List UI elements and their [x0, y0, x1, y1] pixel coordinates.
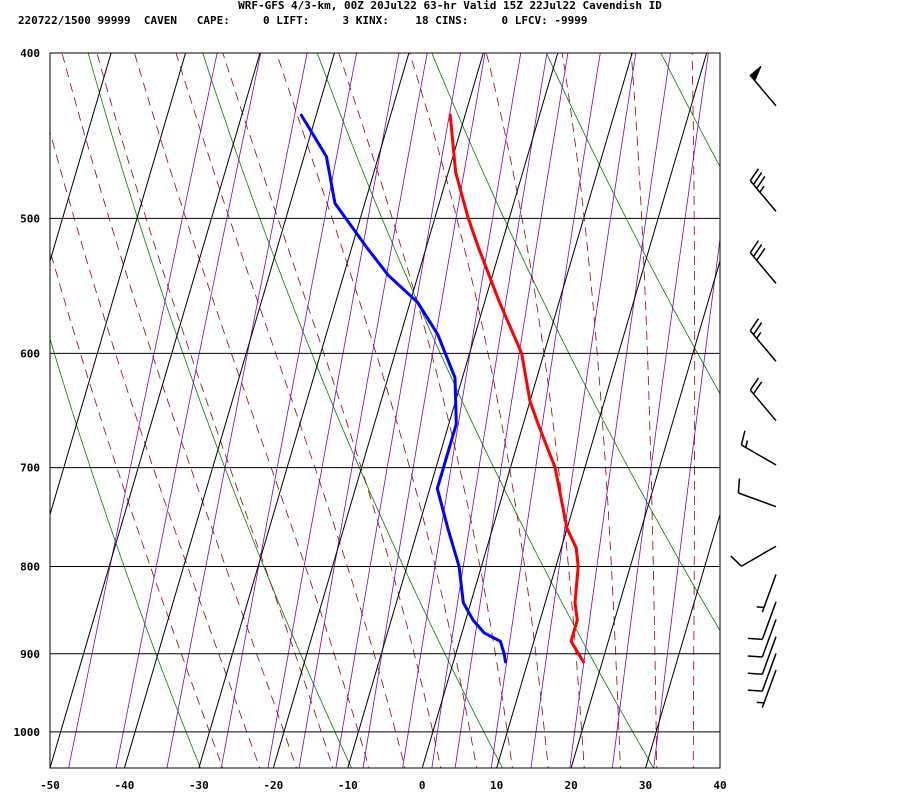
x-tick-label: -30: [189, 779, 209, 792]
y-tick-label: 1000: [14, 726, 41, 739]
isotherm: [496, 53, 708, 768]
isotherm: [347, 53, 559, 768]
dry-adiabat: [431, 53, 720, 632]
mixing-ratio-line: [298, 53, 428, 768]
isotherm: [645, 512, 720, 768]
mixing-ratio-line: [653, 236, 720, 768]
isotherm: [123, 53, 335, 768]
y-tick-label: 500: [20, 212, 40, 225]
wind-barb: [747, 636, 777, 676]
dry-adiabat: [868, 15, 900, 775]
wind-barb: [730, 545, 777, 567]
x-tick-label: -40: [115, 779, 135, 792]
x-tick-label: -20: [263, 779, 283, 792]
moist-adiabat: [96, 53, 334, 768]
isotherm: [50, 53, 112, 263]
moist-adiabat: [61, 53, 297, 768]
moist-adiabat: [222, 53, 442, 768]
moist-adiabat: [630, 53, 658, 768]
wind-barb: [747, 653, 777, 692]
dry-adiabat: [50, 337, 201, 768]
wind-barb: [747, 619, 777, 658]
isotherm: [421, 53, 633, 768]
mixing-ratio-line: [454, 53, 569, 768]
dry-adiabat: [316, 53, 654, 768]
moist-adiabat: [691, 53, 696, 768]
isotherm: [50, 53, 261, 768]
dry-adiabat: [545, 53, 720, 395]
isotherm: [272, 53, 484, 768]
mixing-ratio-line: [362, 53, 486, 768]
y-tick-label: 700: [20, 462, 40, 475]
moist-adiabat: [485, 53, 585, 768]
dry-adiabat: [87, 53, 352, 768]
moist-adiabat: [338, 53, 513, 768]
moist-adiabat: [134, 53, 370, 768]
isotherm: [50, 53, 187, 517]
moist-adiabat: [561, 53, 621, 768]
wind-barb: [756, 669, 777, 708]
wind-barb: [749, 240, 777, 284]
wind-barb: [747, 601, 777, 641]
wind-barb: [756, 574, 777, 613]
mixing-ratio-line: [68, 53, 218, 768]
chart-title: WRF-GFS 4/3-km, 00Z 20Jul22 63-hr Valid …: [238, 0, 662, 12]
moist-adiabat: [409, 53, 549, 768]
dewpoint-profile: [299, 113, 507, 664]
isotherm: [198, 53, 410, 768]
temperature-profile: [448, 113, 586, 664]
wind-barb: [749, 65, 777, 107]
mixing-ratio-line: [220, 53, 358, 768]
dry-adiabat: [755, 15, 900, 775]
mixing-ratio-line: [490, 53, 601, 768]
mixing-ratio-line: [115, 53, 262, 768]
background-lines: [50, 15, 900, 775]
wind-barb: [749, 318, 777, 362]
y-tick-label: 600: [20, 347, 40, 360]
moist-adiabat: [50, 249, 224, 768]
x-tick-label: -50: [40, 779, 60, 792]
x-tick-labels: -50 -40 -30 -20 -10 0 10 20 30 40: [40, 779, 727, 792]
moist-adiabat: [276, 53, 478, 768]
mixing-ratio-line: [569, 53, 671, 768]
x-tick-label: 0: [419, 779, 426, 792]
mixing-ratio-line: [335, 53, 461, 768]
x-tick-label: 20: [564, 779, 577, 792]
wind-barb: [740, 430, 777, 466]
mixing-ratio-line: [611, 53, 709, 768]
grid-lines: [50, 53, 720, 768]
x-tick-label: 40: [713, 779, 726, 792]
wind-barbs: [730, 65, 777, 708]
profiles: [299, 113, 586, 664]
mixing-ratio-line: [530, 53, 637, 768]
isotherm: [570, 259, 720, 768]
chart-subtitle: 220722/1500 99999 CAVEN CAPE: 0 LIFT: 3 …: [18, 14, 588, 27]
x-tick-label: 10: [490, 779, 503, 792]
mixing-ratio-line: [267, 53, 400, 768]
wind-barb: [737, 478, 777, 508]
dry-adiabat: [202, 53, 503, 768]
mixing-ratio-line: [166, 53, 308, 768]
y-tick-labels: 400 500 600 700 800 900 1000: [14, 47, 41, 739]
wind-barb: [749, 377, 777, 422]
moist-adiabat: [730, 15, 747, 775]
x-tick-label: -10: [338, 779, 358, 792]
x-tick-label: 30: [639, 779, 652, 792]
plot-frame: [49, 52, 721, 769]
mixing-ratio-line: [431, 53, 548, 768]
isotherm: [719, 766, 720, 768]
y-tick-label: 400: [20, 47, 40, 60]
mixing-ratio-line: [402, 53, 522, 768]
y-tick-label: 800: [20, 561, 40, 574]
wind-barb: [749, 168, 777, 212]
dry-adiabat: [50, 767, 51, 768]
moist-adiabat: [50, 130, 261, 768]
y-tick-label: 900: [20, 648, 40, 661]
